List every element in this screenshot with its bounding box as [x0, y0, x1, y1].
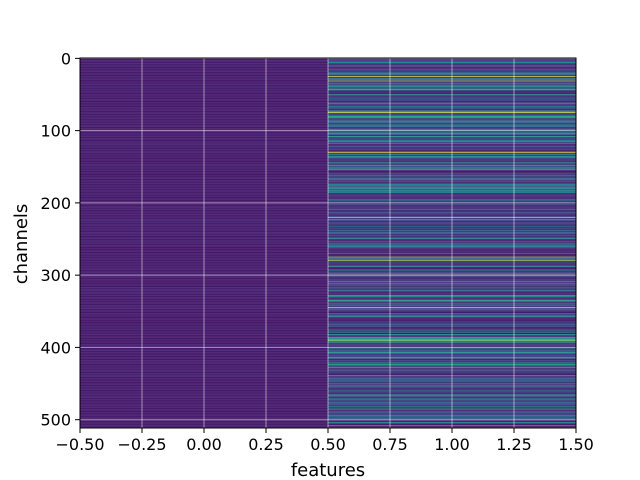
x-axis-ticks: −0.50 −0.25 0.00 0.25 0.50 0.75 1.00 1.25 1.50: [55, 428, 594, 454]
x-tick-label: 0.00: [186, 435, 222, 454]
x-tick-label: 0.50: [310, 435, 346, 454]
y-tick-label: 400: [40, 338, 71, 357]
y-tick-label: 300: [40, 266, 71, 285]
x-tick-label: 1.25: [496, 435, 532, 454]
x-axis-label: features: [291, 460, 365, 480]
y-axis-label: channels: [11, 204, 32, 285]
x-tick-label: −0.50: [55, 435, 104, 454]
x-tick-label: 0.75: [372, 435, 408, 454]
y-tick-label: 200: [40, 194, 71, 213]
x-tick-label: 1.50: [558, 435, 594, 454]
y-tick-label: 0: [61, 49, 71, 68]
x-tick-label: 1.00: [434, 435, 470, 454]
x-tick-label: 0.25: [248, 435, 284, 454]
x-tick-label: −0.25: [117, 435, 166, 454]
y-tick-label: 100: [40, 122, 71, 141]
y-tick-label: 500: [40, 411, 71, 430]
y-axis-ticks: 0 100 200 300 400 500: [40, 49, 80, 430]
